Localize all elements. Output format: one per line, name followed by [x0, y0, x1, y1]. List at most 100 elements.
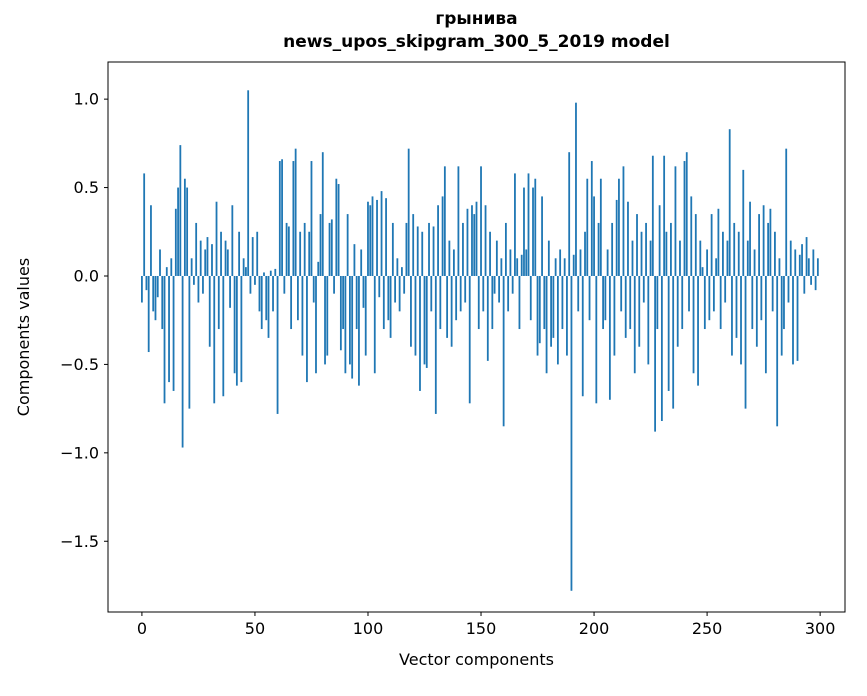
bar	[495, 240, 498, 276]
bar	[511, 275, 514, 294]
bar	[156, 275, 159, 298]
x-tick-label: 250	[692, 619, 723, 638]
bar	[740, 275, 742, 365]
bar	[627, 201, 629, 276]
bar	[287, 226, 290, 276]
bar	[168, 275, 170, 383]
bar	[186, 187, 189, 276]
bar	[199, 240, 202, 276]
bar	[737, 231, 740, 276]
bar	[568, 152, 571, 276]
bar	[398, 275, 401, 312]
bar	[523, 187, 525, 276]
bar	[344, 275, 347, 374]
bar	[353, 244, 356, 276]
bar	[572, 254, 575, 276]
bar	[805, 237, 808, 276]
bar	[717, 208, 720, 276]
bar	[570, 275, 573, 591]
bar	[312, 275, 315, 303]
bar	[681, 275, 684, 330]
bar	[502, 275, 505, 427]
bar	[147, 275, 150, 353]
bar	[550, 275, 552, 347]
bar	[692, 275, 695, 374]
bar	[430, 275, 433, 312]
bar	[633, 275, 636, 374]
bar	[441, 196, 444, 276]
bar	[538, 275, 541, 344]
bar	[193, 275, 195, 285]
bar	[267, 275, 270, 338]
bar	[507, 275, 510, 312]
bar	[308, 231, 311, 276]
bar	[360, 249, 363, 276]
bar	[685, 152, 688, 276]
bar	[278, 161, 281, 276]
bar	[760, 275, 763, 321]
bar	[554, 258, 557, 276]
bar	[755, 275, 758, 347]
bar	[624, 275, 627, 338]
bar	[161, 275, 164, 330]
bar	[579, 249, 582, 276]
bar	[319, 214, 322, 276]
bar	[310, 161, 313, 276]
bar	[242, 258, 245, 276]
bar	[552, 275, 555, 338]
bar	[217, 275, 220, 330]
bar	[514, 173, 516, 276]
bar	[330, 219, 333, 276]
bar	[647, 275, 650, 365]
bar	[640, 231, 643, 276]
bar	[712, 275, 715, 312]
bar	[466, 208, 469, 276]
bar	[355, 275, 358, 330]
bar	[471, 205, 473, 276]
bar	[202, 275, 204, 294]
bar	[529, 275, 532, 321]
bar	[437, 205, 439, 276]
bar	[814, 275, 817, 291]
bar	[249, 275, 252, 294]
bar	[211, 244, 213, 276]
bar	[247, 90, 250, 276]
bar	[412, 214, 415, 276]
bar	[629, 275, 632, 330]
bar	[428, 222, 430, 276]
bar	[464, 275, 467, 303]
bar	[170, 258, 173, 276]
bar	[807, 258, 810, 276]
bar	[215, 201, 218, 276]
bar	[229, 275, 231, 308]
bar	[767, 222, 770, 276]
x-tick-label: 200	[579, 619, 610, 638]
bar	[746, 240, 749, 276]
bar	[660, 275, 663, 422]
bar	[410, 275, 412, 347]
bar	[380, 191, 383, 276]
bar	[586, 178, 589, 276]
bar	[769, 208, 772, 276]
bar	[785, 148, 788, 276]
bar	[715, 258, 718, 276]
bar	[595, 275, 598, 404]
bar	[649, 240, 652, 276]
bar	[324, 275, 326, 365]
bar	[534, 178, 537, 276]
bar	[584, 231, 586, 276]
bar	[389, 275, 392, 338]
bar	[728, 129, 731, 276]
bar	[376, 199, 378, 276]
bar	[423, 275, 426, 365]
bar	[421, 231, 424, 276]
bar	[351, 275, 354, 379]
bar	[245, 267, 247, 276]
bar	[504, 222, 507, 276]
bar	[656, 275, 659, 330]
bar	[274, 268, 277, 276]
y-tick-label: 0.0	[74, 266, 99, 285]
bar	[516, 258, 519, 276]
bar	[486, 275, 489, 361]
x-tick-label: 150	[466, 619, 497, 638]
